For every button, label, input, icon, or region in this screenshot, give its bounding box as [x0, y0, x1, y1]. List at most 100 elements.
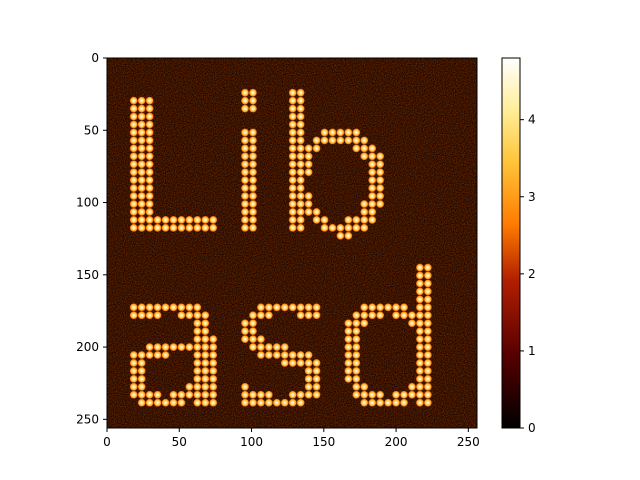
heatmap-bright-cell	[288, 136, 297, 145]
heatmap-bright-cell	[304, 208, 313, 216]
heatmap-bright-cell	[376, 152, 385, 161]
heatmap-bright-cell	[352, 215, 361, 224]
heatmap-bright-cell	[153, 390, 162, 399]
heatmap-bright-cell	[129, 200, 138, 208]
heatmap-bright-cell	[193, 359, 202, 367]
heatmap-bright-cell	[304, 303, 313, 312]
heatmap-bright-cell	[153, 398, 162, 407]
heatmap-bright-cell	[384, 303, 393, 312]
heatmap-bright-cell	[423, 374, 432, 383]
x-tick-label: 250	[457, 435, 480, 449]
heatmap-bright-cell	[201, 382, 210, 391]
heatmap-bright-cell	[360, 319, 369, 328]
heatmap-bright-cell	[423, 319, 432, 328]
heatmap-bright-cell	[352, 311, 361, 320]
heatmap-bright-cell	[249, 168, 257, 177]
heatmap-bright-cell	[249, 343, 257, 351]
heatmap-bright-cell	[129, 192, 138, 200]
heatmap-bright-cell	[304, 152, 313, 161]
colorbar-tick-label: 3	[528, 190, 536, 204]
heatmap-bright-cell	[249, 335, 257, 344]
heatmap-bright-cell	[312, 382, 321, 391]
heatmap-bright-cell	[161, 343, 170, 351]
heatmap-bright-cell	[153, 311, 162, 320]
heatmap-bright-cell	[193, 223, 202, 232]
heatmap-bright-cell	[272, 303, 281, 312]
heatmap-bright-cell	[185, 215, 194, 224]
heatmap-bright-cell	[312, 208, 321, 216]
heatmap-bright-cell	[423, 271, 432, 280]
heatmap-bright-cell	[161, 223, 170, 232]
heatmap-bright-cell	[137, 398, 146, 407]
heatmap-bright-cell	[288, 398, 297, 407]
heatmap-bright-cell	[296, 303, 305, 312]
heatmap-bright-cell	[423, 335, 432, 344]
heatmap-bright-cell	[249, 208, 257, 216]
heatmap-bright-cell	[352, 144, 361, 153]
y-tick-label: 250	[76, 412, 99, 426]
heatmap-bright-cell	[352, 223, 361, 232]
heatmap-bright-cell	[129, 311, 138, 320]
heatmap-bright-cell	[264, 351, 273, 359]
heatmap-bright-cell	[241, 184, 249, 192]
heatmap-bright-cell	[193, 367, 202, 375]
heatmap-bright-cell	[145, 96, 154, 105]
heatmap-bright-cell	[360, 215, 369, 224]
heatmap-bright-cell	[241, 319, 249, 328]
heatmap-bright-cell	[185, 311, 194, 320]
heatmap-bright-cell	[288, 215, 297, 224]
heatmap-bright-cell	[249, 398, 257, 407]
heatmap-bright-cell	[368, 208, 377, 216]
heatmap-bright-cell	[360, 152, 369, 161]
heatmap-bright-cell	[360, 382, 369, 391]
heatmap-bright-cell	[185, 343, 194, 351]
heatmap-bright-cell	[408, 382, 416, 391]
heatmap-bright-cell	[145, 351, 154, 359]
heatmap-bright-cell	[249, 319, 257, 328]
heatmap-bright-cell	[376, 176, 385, 185]
heatmap-bright-cell	[145, 176, 154, 185]
heatmap-bright-cell	[249, 215, 257, 224]
heatmap-bright-cell	[209, 335, 218, 344]
heatmap-bright-cell	[352, 374, 361, 383]
plot-area	[106, 57, 478, 429]
heatmap-bright-cell	[129, 208, 138, 216]
heatmap-bright-cell	[392, 398, 400, 407]
heatmap-bright-cell	[129, 120, 138, 129]
heatmap-bright-cell	[312, 136, 321, 145]
heatmap-bright-cell	[201, 359, 210, 367]
heatmap-bright-cell	[288, 88, 297, 97]
heatmap-bright-cell	[376, 303, 385, 312]
heatmap-bright-cell	[241, 398, 249, 407]
heatmap-bright-cell	[129, 382, 138, 391]
heatmap-bright-cell	[360, 144, 369, 153]
heatmap-bright-cell	[137, 192, 146, 200]
heatmap-bright-cell	[145, 208, 154, 216]
heatmap-bright-cell	[416, 311, 424, 320]
heatmap-bright-cell	[408, 390, 416, 399]
heatmap-bright-cell	[241, 223, 249, 232]
colorbar-tick-label: 1	[528, 344, 536, 358]
heatmap-bright-cell	[344, 231, 353, 240]
heatmap-bright-cell	[304, 200, 313, 208]
heatmap-bright-cell	[416, 398, 424, 407]
heatmap-bright-cell	[296, 152, 305, 161]
heatmap-bright-cell	[209, 398, 218, 407]
heatmap-bright-cell	[296, 208, 305, 216]
heatmap-bright-cell	[320, 128, 329, 137]
heatmap-bright-cell	[129, 390, 138, 399]
heatmap-bright-cell	[344, 223, 353, 232]
heatmap-bright-cell	[423, 287, 432, 296]
heatmap-bright-cell	[145, 200, 154, 208]
heatmap-bright-cell	[241, 152, 249, 161]
heatmap-bright-cell	[193, 374, 202, 383]
heatmap-bright-cell	[209, 359, 218, 367]
heatmap-bright-cell	[137, 359, 146, 367]
heatmap-bright-cell	[177, 343, 186, 351]
heatmap-bright-cell	[145, 398, 154, 407]
heatmap-bright-cell	[145, 343, 154, 351]
heatmap-bright-cell	[129, 359, 138, 367]
heatmap-bright-cell	[177, 311, 186, 320]
heatmap-bright-cell	[352, 319, 361, 328]
heatmap-bright-cell	[201, 351, 210, 359]
